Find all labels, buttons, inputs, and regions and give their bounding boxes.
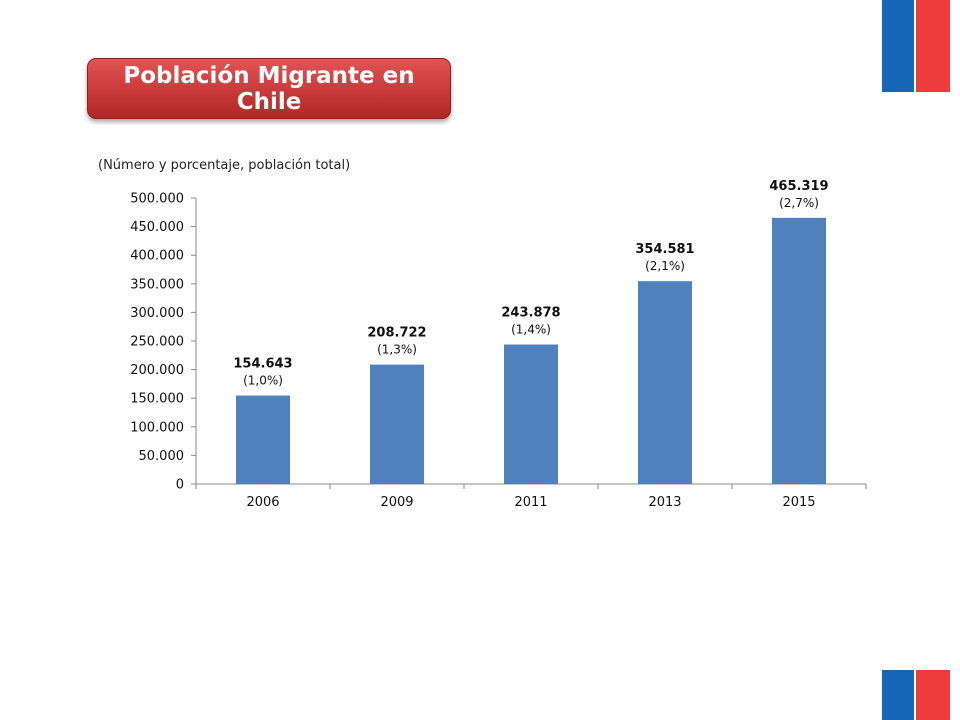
x-tick-label: 2006 [246,495,279,510]
flag-blue-stripe [882,0,914,92]
y-tick-label: 450.000 [130,220,184,235]
data-value-label: 154.643 [233,357,292,372]
data-percent-label: (1,0%) [243,374,283,388]
flag-red-stripe [916,0,950,92]
y-tick-label: 350.000 [130,277,184,292]
x-tick-label: 2015 [782,495,815,510]
flag-red-stripe [916,670,950,720]
data-percent-label: (2,1%) [645,259,685,273]
data-percent-label: (2,7%) [779,196,819,210]
chile-flag-top-icon [882,0,950,92]
y-tick-label: 100.000 [130,420,184,435]
y-tick-label: 250.000 [130,335,184,350]
y-tick-label: 500.000 [130,192,184,207]
data-value-label: 465.319 [769,179,828,194]
y-tick-label: 150.000 [130,392,184,407]
flag-blue-stripe [882,670,914,720]
bar-2006 [236,395,290,484]
data-percent-label: (1,4%) [511,323,551,337]
chart-subtitle: (Número y porcentaje, población total) [98,158,350,173]
data-value-label: 243.878 [501,306,560,321]
data-value-label: 354.581 [635,242,694,257]
page-title: Población Migrante en Chile [87,58,451,119]
chile-flag-bottom-icon [882,670,950,720]
bar-2009 [370,364,424,484]
y-tick-label: 0 [176,478,184,493]
x-tick-label: 2009 [380,495,413,510]
data-percent-label: (1,3%) [377,343,417,357]
bar-2015 [772,217,826,484]
y-tick-label: 300.000 [130,306,184,321]
y-tick-label: 200.000 [130,363,184,378]
bar-2011 [504,344,558,484]
y-tick-label: 50.000 [139,449,185,464]
data-value-label: 208.722 [367,326,426,341]
bar-2013 [638,281,692,484]
x-tick-label: 2011 [514,495,547,510]
y-tick-label: 400.000 [130,249,184,264]
x-tick-label: 2013 [648,495,681,510]
